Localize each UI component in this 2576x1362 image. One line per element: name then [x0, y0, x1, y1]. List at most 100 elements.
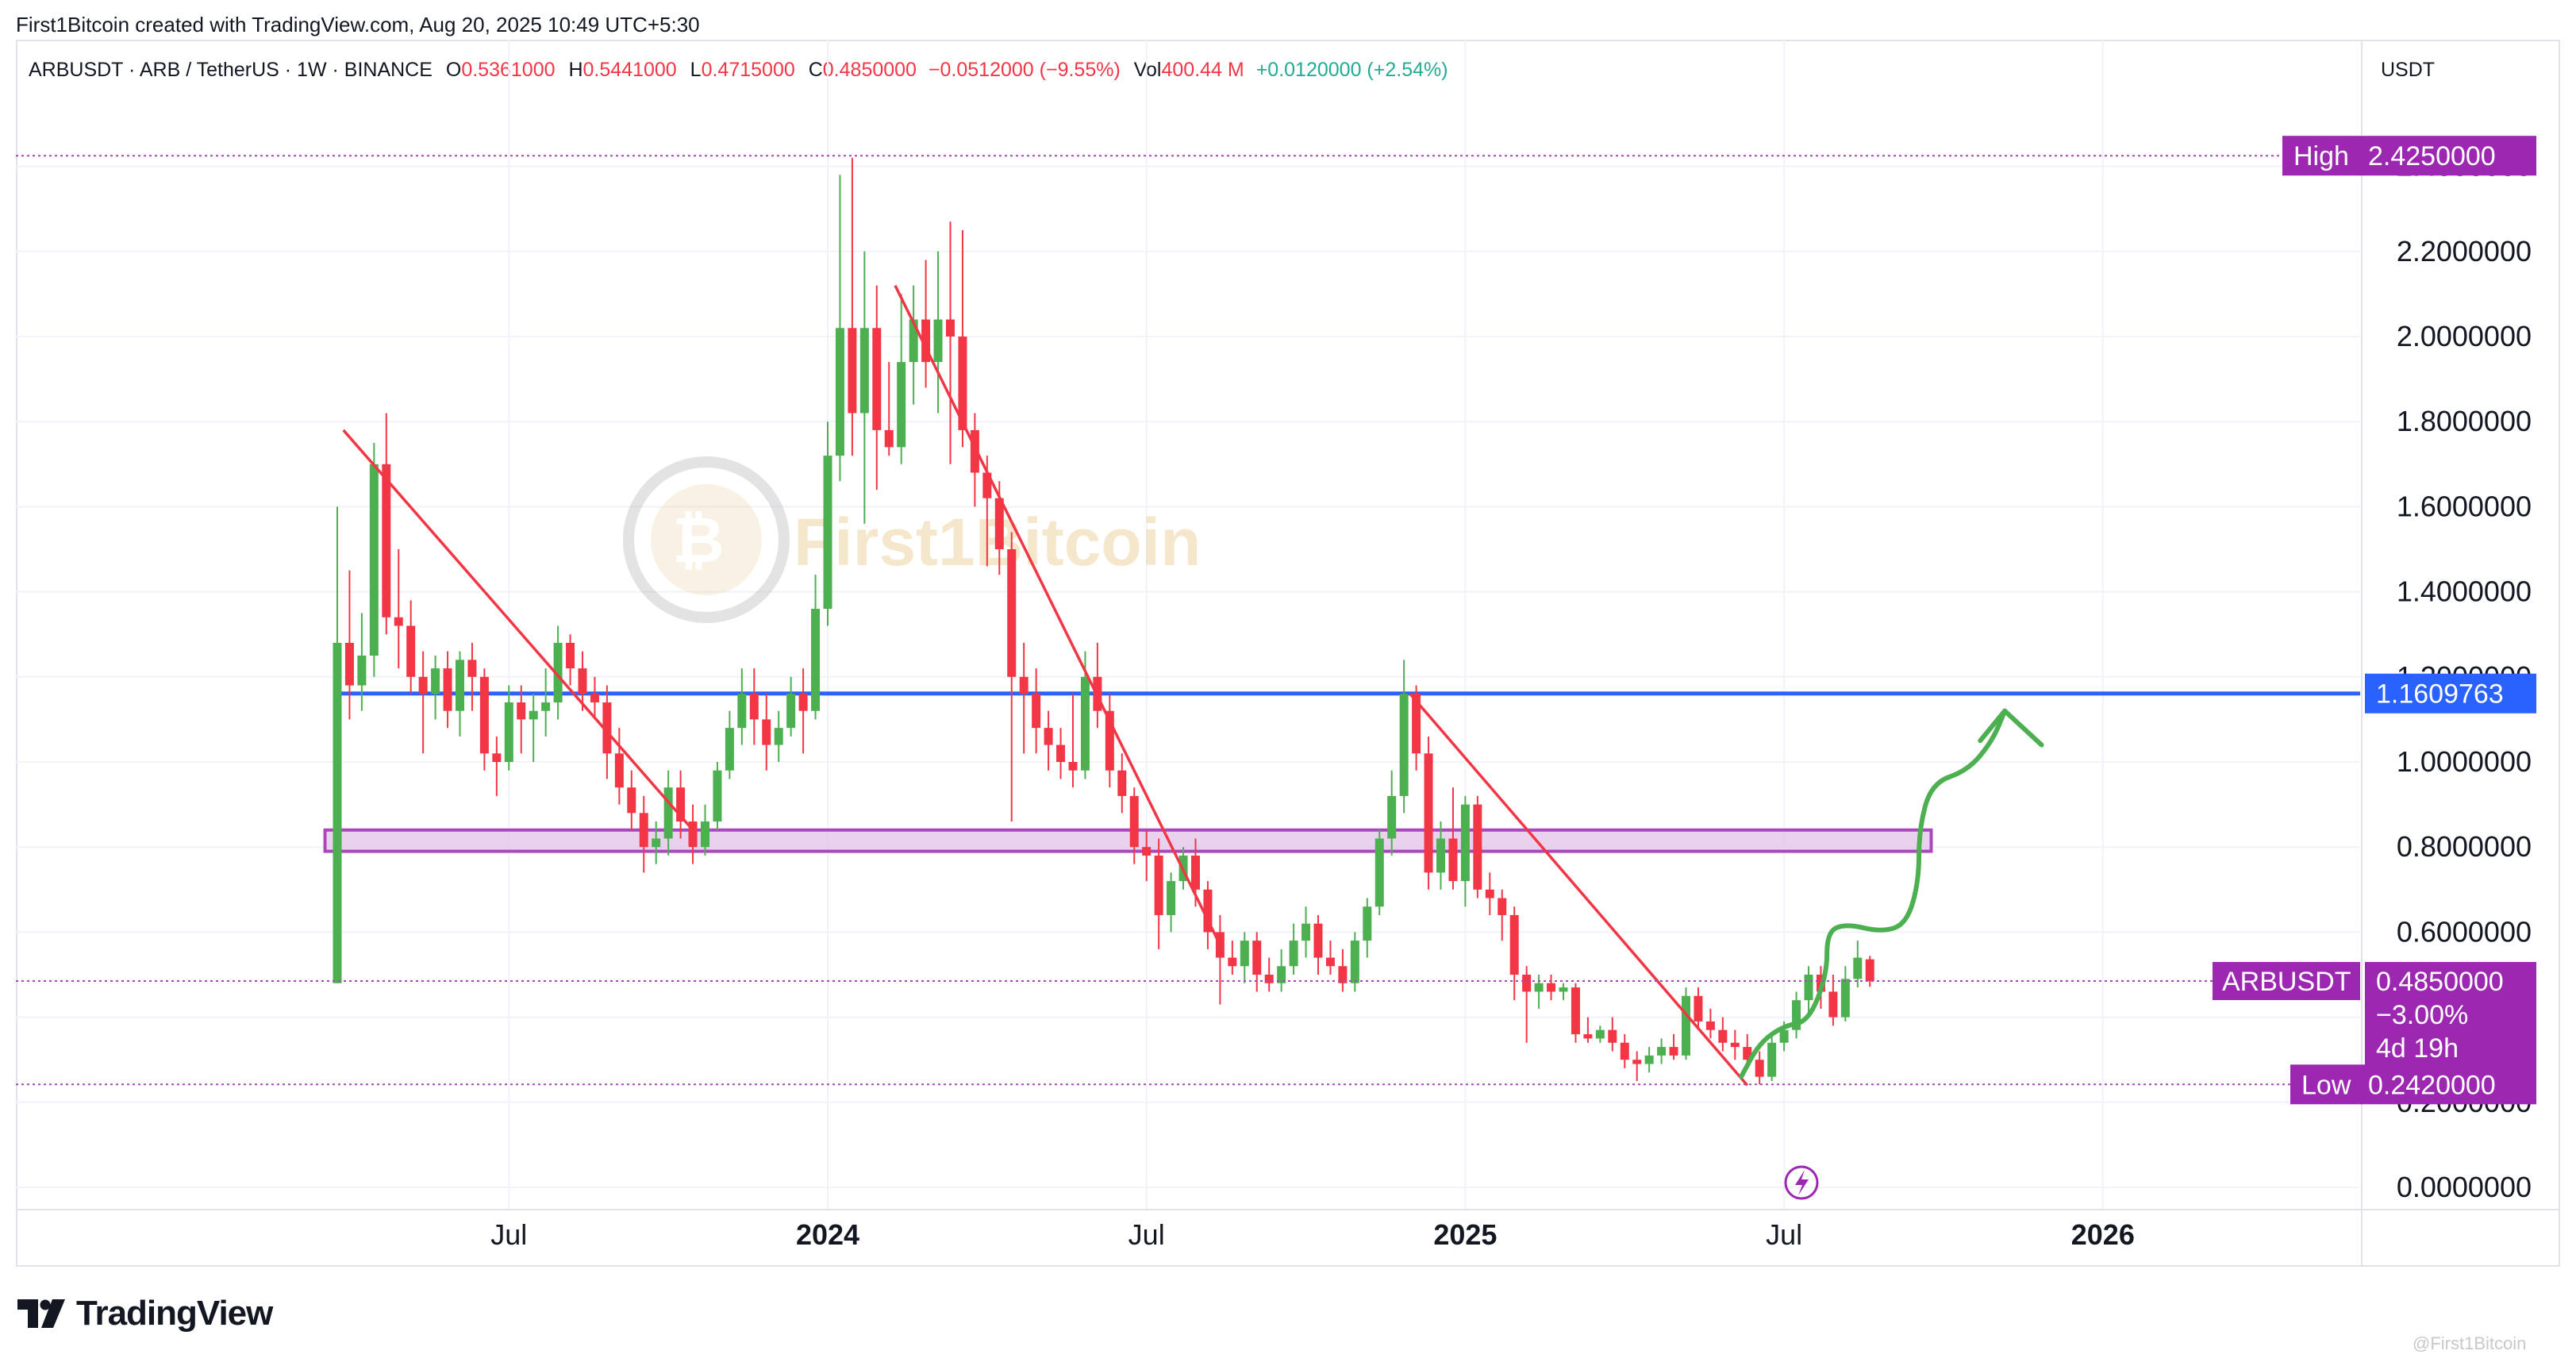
candle-body	[1730, 1042, 1740, 1048]
candle-body	[994, 498, 1004, 549]
price-tick-label: 1.6000000	[2397, 490, 2532, 522]
candle	[590, 676, 599, 720]
candle	[1509, 906, 1519, 1001]
candle	[1608, 1017, 1617, 1052]
candle	[1804, 966, 1813, 1018]
grid	[16, 40, 2360, 1210]
high-label-value: 2.4250000	[2368, 141, 2496, 171]
resistance-label-value: 1.1609763	[2376, 679, 2504, 710]
candle-body	[1534, 983, 1544, 992]
candle-body	[553, 642, 563, 702]
candle	[1657, 1038, 1667, 1064]
low-value: 0.4715000	[701, 59, 795, 81]
candle	[1387, 770, 1397, 856]
candle-body	[1743, 1047, 1752, 1060]
candle-body	[701, 821, 709, 848]
candle-body	[1399, 694, 1409, 796]
candle	[456, 651, 464, 737]
time-tick-label: Jul	[490, 1218, 527, 1251]
candle	[1252, 932, 1262, 992]
candle-body	[1657, 1047, 1667, 1056]
change-value: −0.0512000 (−9.55%)	[928, 59, 1121, 81]
candle	[970, 413, 979, 507]
candle-body	[602, 702, 612, 754]
trendline	[342, 429, 694, 831]
candle-body	[688, 821, 698, 848]
candle	[1019, 642, 1028, 754]
candle	[1301, 906, 1311, 958]
candle	[1448, 787, 1458, 890]
candle-body	[1718, 1029, 1728, 1043]
projection-arrowhead	[1978, 708, 2044, 748]
price-labels: High 2.4250000 Low 0.2420000 ARBUSDT 0.4…	[16, 136, 2536, 1105]
price-tick-label: 1.8000000	[2397, 405, 2532, 437]
high-label: H	[568, 59, 583, 81]
candle	[1375, 829, 1384, 915]
candle-body	[344, 642, 354, 686]
candle	[1363, 898, 1372, 958]
candle-body	[1767, 1042, 1777, 1077]
candle-body	[1338, 966, 1348, 983]
bottom-watermark: @First1Bitcoin	[2413, 1333, 2527, 1353]
close-value: 0.4850000	[822, 59, 917, 81]
candle-body	[774, 728, 783, 745]
candle	[394, 549, 403, 669]
candle-body	[1547, 983, 1556, 992]
tradingview-logo-icon	[17, 1299, 65, 1328]
time-tick-label: Jul	[1766, 1218, 1802, 1251]
candle-body	[1203, 889, 1213, 933]
candle-body	[1448, 838, 1458, 882]
candle	[1792, 991, 1801, 1039]
candle-body	[406, 625, 416, 677]
candle-body	[1682, 995, 1690, 1056]
currency-label[interactable]: USDT	[2381, 59, 2436, 81]
candle	[823, 421, 832, 626]
candle-body	[418, 676, 428, 694]
candle	[1203, 881, 1213, 949]
candle	[1755, 1051, 1764, 1085]
candle-body	[627, 787, 636, 814]
candle	[1240, 932, 1249, 983]
candle-body	[1142, 847, 1152, 856]
candle	[872, 285, 882, 490]
candle	[443, 651, 452, 729]
candle	[1840, 966, 1850, 1022]
open-label: O	[445, 59, 462, 81]
candle	[1264, 957, 1274, 992]
candle	[1620, 1034, 1629, 1068]
candle	[946, 221, 955, 464]
candle	[1142, 829, 1152, 882]
close-label: C	[808, 59, 823, 81]
lightning-icon[interactable]	[1784, 1165, 1819, 1200]
trendlines	[342, 284, 1749, 1087]
candle-body	[921, 319, 931, 363]
candle-body	[933, 319, 943, 363]
symbol-name[interactable]: ARBUSDT · ARB / TetherUS · 1W · BINANCE	[29, 59, 433, 81]
price-axis: 0.00000000.20000000.40000000.60000000.80…	[16, 40, 2560, 1267]
candle-body	[1080, 676, 1090, 771]
candle	[1117, 753, 1127, 814]
candle-body	[1840, 979, 1850, 1018]
candle	[1068, 694, 1078, 788]
candle	[1485, 872, 1494, 915]
candle-body	[1705, 1021, 1715, 1030]
candle-body	[1117, 770, 1127, 796]
candle	[737, 668, 747, 745]
high-label-bg	[2282, 136, 2536, 176]
candle	[1032, 668, 1041, 754]
candle-body	[1460, 804, 1470, 882]
candle	[1669, 1034, 1678, 1060]
candle-body	[541, 702, 551, 711]
candle-body	[479, 676, 489, 754]
tradingview-logo[interactable]: TradingView	[17, 1294, 273, 1333]
candle-body	[1853, 957, 1863, 979]
candle	[1828, 975, 1838, 1026]
price-tick-label: 2.2000000	[2397, 235, 2532, 267]
candle	[578, 651, 587, 711]
candle-body	[357, 656, 367, 686]
candle-body	[1804, 975, 1813, 1001]
chart-attribution: First1Bitcoin created with TradingView.c…	[16, 13, 700, 37]
candle-body	[1485, 889, 1494, 898]
candle	[1167, 872, 1176, 933]
